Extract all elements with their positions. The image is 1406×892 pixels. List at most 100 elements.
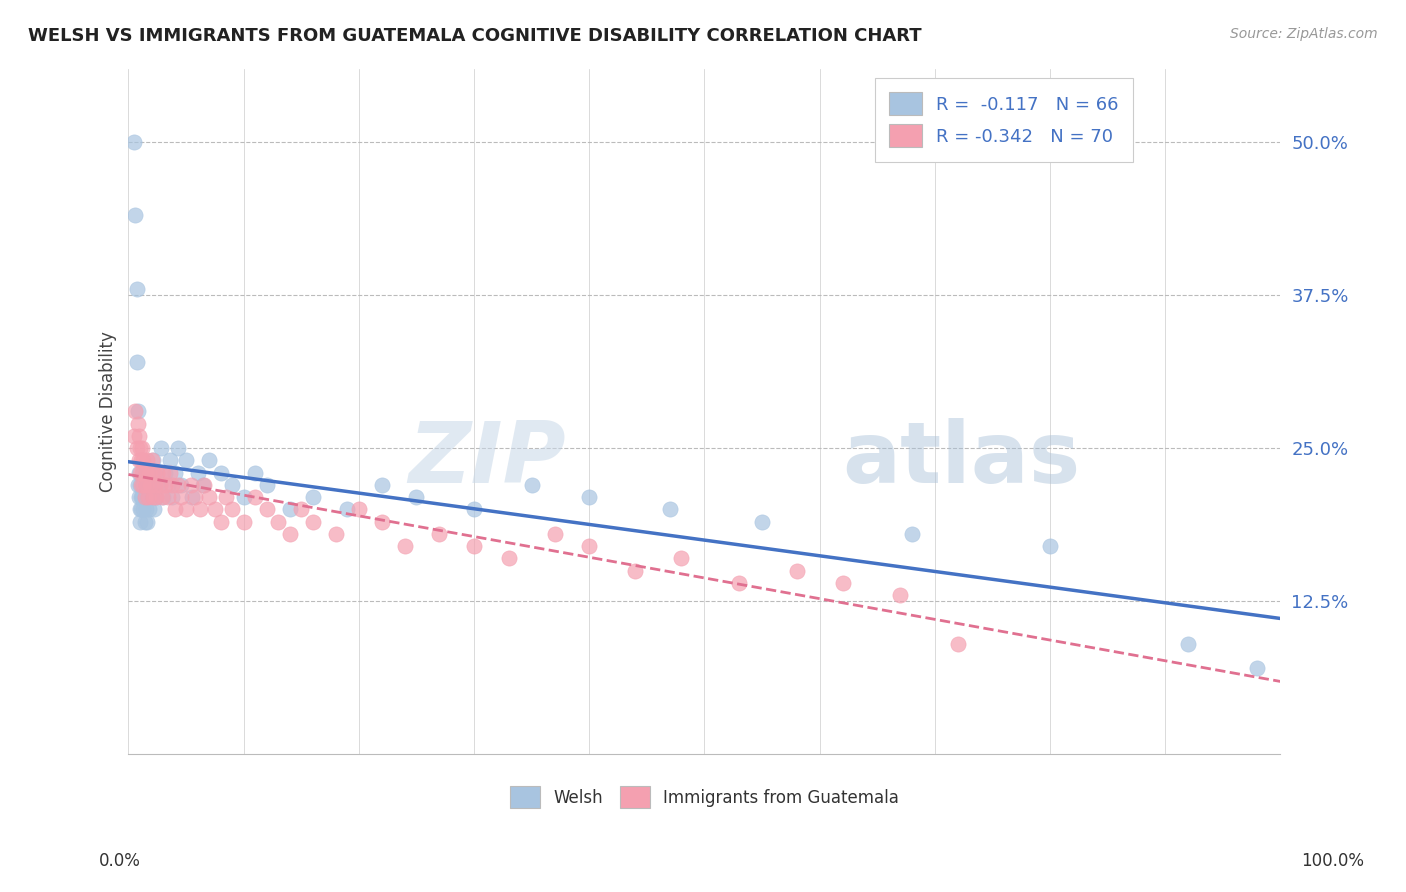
Point xyxy=(1246,661,1268,675)
Point xyxy=(463,539,485,553)
Point xyxy=(129,453,152,467)
Point xyxy=(256,478,278,492)
Point xyxy=(184,490,207,504)
Point xyxy=(135,478,157,492)
Point xyxy=(371,515,394,529)
Point xyxy=(187,466,209,480)
Point xyxy=(132,466,155,480)
Point xyxy=(290,502,312,516)
Point xyxy=(135,453,157,467)
Point xyxy=(221,478,243,492)
Point xyxy=(148,478,170,492)
Point xyxy=(188,502,211,516)
Point xyxy=(170,478,193,492)
Point xyxy=(148,478,170,492)
Point xyxy=(149,441,172,455)
Point xyxy=(125,282,148,296)
Point xyxy=(143,478,166,492)
Point xyxy=(1039,539,1062,553)
Point xyxy=(347,502,370,516)
Point xyxy=(946,637,969,651)
Point xyxy=(135,490,157,504)
Point xyxy=(209,515,232,529)
Point xyxy=(243,466,266,480)
Point xyxy=(131,478,153,492)
Point xyxy=(198,453,221,467)
Text: ZIP: ZIP xyxy=(409,417,567,501)
Point xyxy=(150,490,173,504)
Point xyxy=(278,526,301,541)
Point xyxy=(624,564,647,578)
Point xyxy=(371,478,394,492)
Point xyxy=(170,490,193,504)
Point xyxy=(243,490,266,504)
Point xyxy=(135,502,157,516)
Point xyxy=(193,478,215,492)
Point xyxy=(142,466,165,480)
Point xyxy=(146,466,169,480)
Text: 0.0%: 0.0% xyxy=(98,852,141,870)
Point xyxy=(900,526,922,541)
Point xyxy=(429,526,451,541)
Point xyxy=(122,135,145,149)
Point xyxy=(127,478,149,492)
Point xyxy=(134,490,156,504)
Point xyxy=(128,453,150,467)
Point xyxy=(1177,637,1199,651)
Point xyxy=(129,515,152,529)
Point xyxy=(129,502,152,516)
Point xyxy=(578,490,600,504)
Point xyxy=(204,502,226,516)
Point xyxy=(135,466,157,480)
Point xyxy=(127,417,149,431)
Point xyxy=(155,478,177,492)
Point xyxy=(578,539,600,553)
Point xyxy=(198,490,221,504)
Point xyxy=(129,502,152,516)
Point xyxy=(143,478,166,492)
Y-axis label: Cognitive Disability: Cognitive Disability xyxy=(100,331,117,491)
Point xyxy=(141,490,163,504)
Point xyxy=(301,490,323,504)
Point xyxy=(405,490,427,504)
Point xyxy=(336,502,359,516)
Point xyxy=(131,466,153,480)
Point xyxy=(267,515,290,529)
Text: Source: ZipAtlas.com: Source: ZipAtlas.com xyxy=(1230,27,1378,41)
Point xyxy=(145,490,167,504)
Point xyxy=(139,478,162,492)
Point xyxy=(221,502,243,516)
Point xyxy=(138,466,160,480)
Point xyxy=(256,502,278,516)
Point xyxy=(152,490,174,504)
Point xyxy=(193,478,215,492)
Point xyxy=(163,466,186,480)
Point xyxy=(132,502,155,516)
Point xyxy=(671,551,693,566)
Point xyxy=(135,515,157,529)
Point xyxy=(129,441,152,455)
Point xyxy=(278,502,301,516)
Point xyxy=(180,490,202,504)
Point xyxy=(132,453,155,467)
Point xyxy=(131,490,153,504)
Point xyxy=(135,478,157,492)
Point xyxy=(163,502,186,516)
Point xyxy=(141,453,163,467)
Point xyxy=(658,502,681,516)
Point xyxy=(167,441,190,455)
Point xyxy=(209,466,232,480)
Point xyxy=(138,502,160,516)
Point xyxy=(159,466,181,480)
Point xyxy=(543,526,565,541)
Point xyxy=(162,490,184,504)
Point xyxy=(167,478,190,492)
Point xyxy=(232,490,254,504)
Point xyxy=(152,466,174,480)
Point xyxy=(215,490,238,504)
Point xyxy=(139,478,162,492)
Point xyxy=(127,404,149,418)
Point xyxy=(128,490,150,504)
Point xyxy=(751,515,773,529)
Point xyxy=(301,515,323,529)
